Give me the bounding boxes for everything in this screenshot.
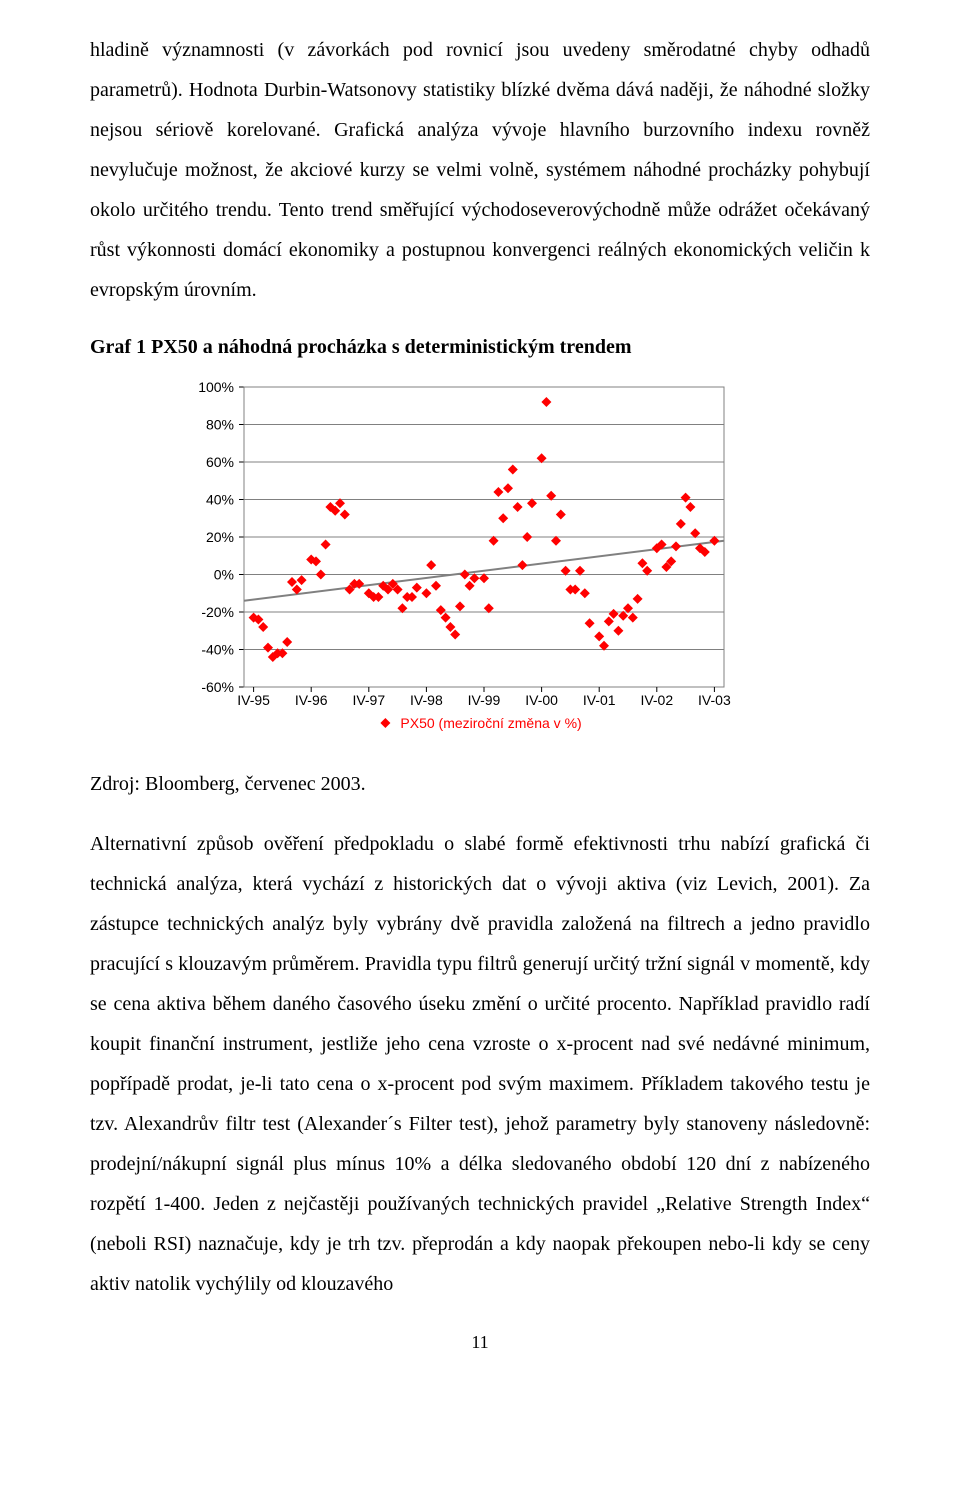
x-tick-label: IV-99 (468, 692, 501, 708)
x-tick-label: IV-00 (525, 692, 558, 708)
chart-source: Zdroj: Bloomberg, červenec 2003. (90, 773, 870, 796)
paragraph-2: Alternativní způsob ověření předpokladu … (90, 824, 870, 1304)
x-tick-label: IV-95 (237, 692, 270, 708)
y-tick-label: -20% (201, 604, 234, 620)
px50-scatter-chart: -60% -40% -20% 0% 20% 40% 60% 80% 100% IV-95 IV-96… (180, 377, 734, 749)
x-tick-label: IV-98 (410, 692, 443, 708)
legend-label: PX50 (meziroční změna v %) (400, 715, 581, 731)
chart-title: Graf 1 PX50 a náhodná procházka s determ… (90, 336, 870, 359)
paragraph-1: hladině významnosti (v závorkách pod rov… (90, 30, 870, 310)
y-tick-label: -60% (201, 679, 234, 695)
y-tick-label: 100% (198, 379, 234, 395)
x-tick-label: IV-97 (352, 692, 385, 708)
y-tick-label: 0% (214, 567, 234, 583)
x-tick-label: IV-01 (583, 692, 616, 708)
chart-container: -60% -40% -20% 0% 20% 40% 60% 80% 100% IV-95 IV-96… (180, 377, 780, 749)
page-number: 11 (90, 1332, 870, 1353)
y-tick-label: 40% (206, 492, 234, 508)
y-tick-label: 60% (206, 454, 234, 470)
x-tick-label: IV-02 (640, 692, 673, 708)
x-tick-label: IV-03 (698, 692, 731, 708)
x-tick-label: IV-96 (295, 692, 328, 708)
legend-marker-icon (380, 718, 390, 728)
y-tick-label: -40% (201, 642, 234, 658)
y-tick-label: 80% (206, 417, 234, 433)
y-tick-label: 20% (206, 529, 234, 545)
